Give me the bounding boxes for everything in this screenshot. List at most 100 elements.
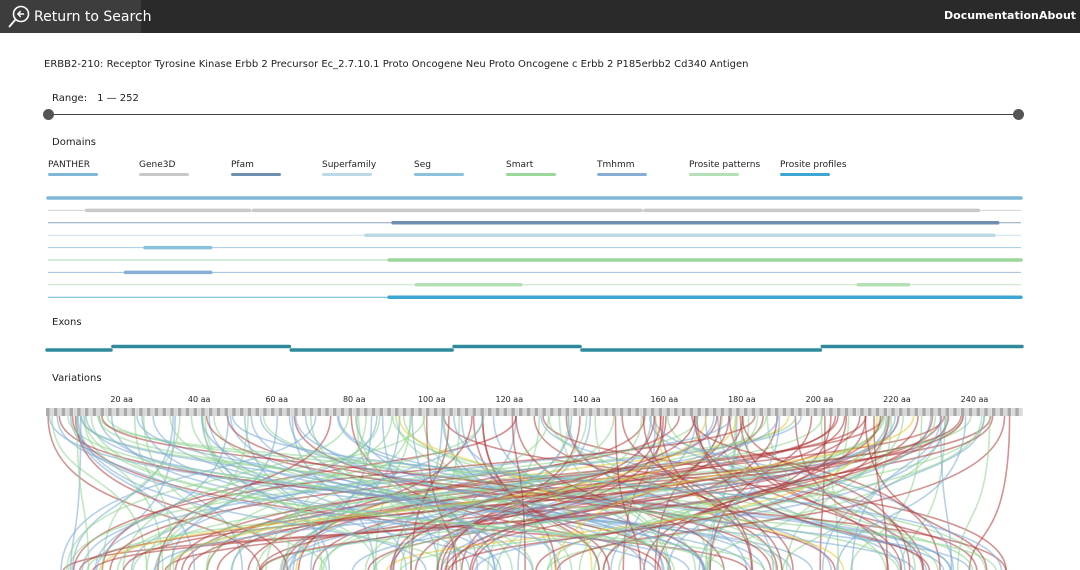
sequence-residue[interactable] [46, 408, 50, 416]
sequence-residue[interactable] [736, 408, 740, 416]
sequence-residue[interactable] [739, 408, 744, 416]
sequence-residue[interactable] [61, 408, 66, 416]
sequence-residue[interactable] [701, 408, 705, 416]
sequence-residue[interactable] [472, 408, 477, 416]
sequence-residue[interactable] [891, 408, 895, 416]
sequence-residue[interactable] [371, 408, 376, 416]
sequence-residue[interactable] [112, 408, 116, 416]
variation-link[interactable] [851, 415, 942, 570]
variation-link[interactable] [283, 415, 573, 570]
sequence-residue[interactable] [759, 408, 763, 416]
sequence-residue[interactable] [445, 408, 449, 416]
sequence-residue[interactable] [391, 408, 395, 416]
sequence-residue[interactable] [239, 408, 244, 416]
sequence-residue[interactable] [922, 408, 926, 416]
sequence-residue[interactable] [991, 408, 996, 416]
sequence-residue[interactable] [573, 408, 577, 416]
sequence-residue[interactable] [150, 408, 155, 416]
sequence-residue[interactable] [631, 408, 636, 416]
variation-link[interactable] [451, 415, 882, 570]
sequence-residue[interactable] [158, 408, 163, 416]
sequence-residue[interactable] [933, 408, 938, 416]
sequence-residue[interactable] [693, 408, 698, 416]
variation-link[interactable] [285, 415, 393, 570]
sequence-residue[interactable] [658, 408, 663, 416]
sequence-residue[interactable] [232, 408, 236, 416]
sequence-residue[interactable] [127, 408, 132, 416]
sequence-residue[interactable] [274, 408, 279, 416]
sequence-residue[interactable] [840, 408, 845, 416]
variation-link[interactable] [310, 415, 462, 570]
sequence-residue[interactable] [429, 408, 434, 416]
variation-link[interactable] [101, 415, 517, 570]
sequence-residue[interactable] [69, 408, 73, 416]
sequence-residue[interactable] [708, 408, 713, 416]
sequence-residue[interactable] [623, 408, 628, 416]
variation-link[interactable] [691, 415, 941, 570]
sequence-residue[interactable] [883, 408, 888, 416]
variation-link[interactable] [101, 415, 725, 570]
sequence-residue[interactable] [1003, 408, 1008, 416]
variation-link[interactable] [153, 415, 896, 570]
sequence-residue[interactable] [867, 408, 872, 416]
sequence-residue[interactable] [503, 408, 508, 416]
sequence-residue[interactable] [488, 408, 492, 416]
sequence-residue[interactable] [774, 408, 779, 416]
sequence-residue[interactable] [301, 408, 306, 416]
sequence-residue[interactable] [278, 408, 283, 416]
variation-link[interactable] [66, 415, 349, 570]
sequence-residue[interactable] [677, 408, 682, 416]
variation-link[interactable] [279, 415, 823, 570]
sequence-residue[interactable] [833, 408, 837, 416]
variation-link[interactable] [70, 415, 82, 570]
sequence-residue[interactable] [941, 408, 946, 416]
variation-link[interactable] [123, 415, 846, 570]
sequence-residue[interactable] [906, 408, 911, 416]
sequence-residue[interactable] [984, 408, 988, 416]
sequence-residue[interactable] [108, 408, 112, 416]
variation-link[interactable] [696, 415, 930, 570]
sequence-residue[interactable] [953, 408, 957, 416]
sequence-residue[interactable] [964, 408, 969, 416]
variation-link[interactable] [782, 415, 893, 570]
range-slider-track[interactable] [48, 114, 1019, 115]
variation-link[interactable] [79, 415, 473, 570]
variation-link[interactable] [556, 415, 1006, 570]
sequence-residue[interactable] [228, 408, 232, 416]
sequence-residue[interactable] [957, 408, 961, 416]
sequence-residue[interactable] [104, 408, 108, 416]
sequence-residue[interactable] [689, 408, 694, 416]
sequence-residue[interactable] [139, 408, 143, 416]
variation-link[interactable] [81, 415, 230, 570]
sequence-residue[interactable] [798, 408, 802, 416]
sequence-residue[interactable] [181, 408, 186, 416]
sequence-residue[interactable] [193, 408, 198, 416]
sequence-residue[interactable] [80, 408, 85, 416]
sequence-residue[interactable] [794, 408, 798, 416]
sequence-residue[interactable] [348, 408, 353, 416]
sequence-residue[interactable] [515, 408, 519, 416]
sequence-residue[interactable] [550, 408, 554, 416]
sequence-residue[interactable] [584, 408, 589, 416]
variation-link[interactable] [447, 415, 890, 570]
sequence-residue[interactable] [988, 408, 992, 416]
sequence-residue[interactable] [995, 408, 1000, 416]
sequence-residue[interactable] [654, 408, 659, 416]
sequence-residue[interactable] [243, 408, 248, 416]
variation-link[interactable] [698, 415, 932, 570]
sequence-residue[interactable] [615, 408, 620, 416]
legend-item-prosite-patterns[interactable]: Prosite patterns [689, 160, 760, 176]
sequence-residue[interactable] [352, 408, 356, 416]
sequence-residue[interactable] [476, 408, 480, 416]
sequence-residue[interactable] [294, 408, 298, 416]
sequence-residue[interactable] [646, 408, 651, 416]
sequence-residue[interactable] [267, 408, 271, 416]
variation-link[interactable] [142, 415, 328, 570]
sequence-residue[interactable] [635, 408, 639, 416]
sequence-residue[interactable] [356, 408, 360, 416]
sequence-residue[interactable] [771, 408, 775, 416]
sequence-residue[interactable] [716, 408, 721, 416]
sequence-residue[interactable] [344, 408, 349, 416]
sequence-residue[interactable] [895, 408, 899, 416]
sequence-residue[interactable] [821, 408, 825, 416]
